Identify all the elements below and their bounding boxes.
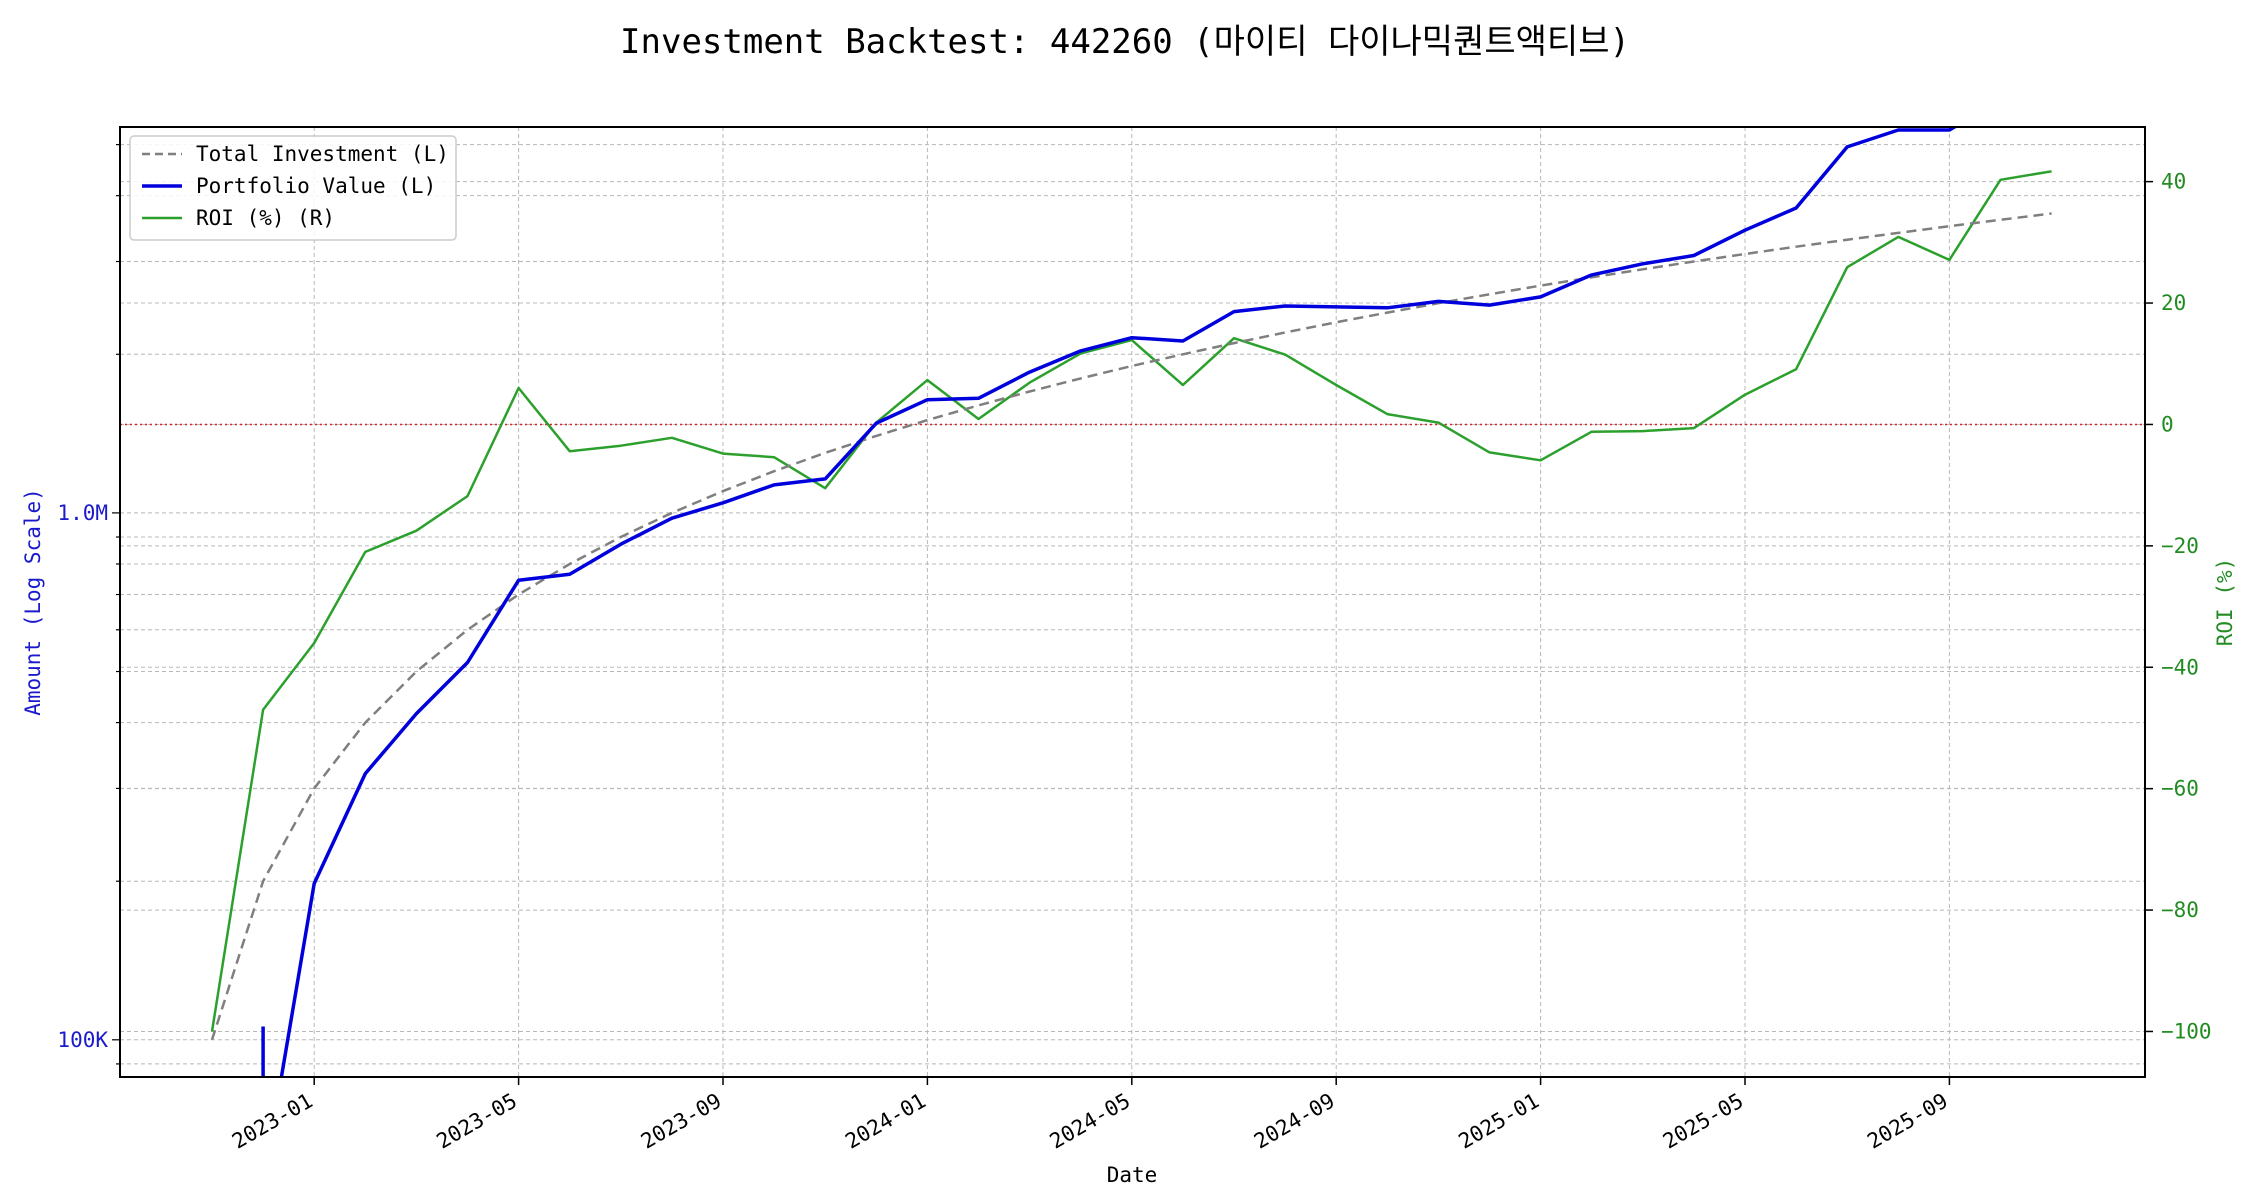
y-right-tick-label: 20 (2161, 291, 2186, 315)
legend-label-roi: ROI (%) (R) (196, 206, 335, 230)
grid (120, 127, 2145, 1077)
x-tick-label: 2023-09 (637, 1089, 726, 1154)
axes: 2023-01 2023-05 2023-09 2024-01 2024-05 2024-… (57, 144, 2212, 1154)
legend: Total Investment (L) Portfolio Value (L)… (129, 135, 457, 241)
y-right-tick-label: 0 (2161, 412, 2174, 436)
y-right-tick-label: −40 (2161, 655, 2199, 679)
x-tick-label: 2024-09 (1250, 1089, 1339, 1154)
x-axis-label: Date (1107, 1163, 1158, 1187)
x-tick-label: 2025-09 (1863, 1089, 1952, 1154)
y-left-tick-label: 100K (57, 1028, 108, 1052)
plot-frame (119, 126, 2146, 1078)
y-axis-left-label: Amount (Log Scale) (21, 488, 45, 716)
x-tick-label: 2024-05 (1046, 1089, 1135, 1154)
y-right-tick-label: 40 (2161, 170, 2186, 194)
series-line-1 (261, 128, 1957, 1076)
y-right-tick-label: −60 (2161, 777, 2199, 801)
legend-label-portfolio-value: Portfolio Value (L) (196, 174, 436, 198)
x-tick-label: 2023-05 (432, 1089, 521, 1154)
x-tick-label: 2023-01 (228, 1089, 317, 1154)
chart-title: Investment Backtest: 442260 (마이티 다이나믹퀀트액… (620, 22, 1630, 62)
y-right-tick-label: −80 (2161, 898, 2199, 922)
y-left-tick-label: 1.0M (57, 501, 108, 525)
y-right-tick-label: −100 (2161, 1019, 2212, 1043)
x-tick-label: 2025-01 (1454, 1089, 1543, 1154)
y-right-tick-label: −20 (2161, 534, 2199, 558)
series-line-2 (210, 170, 2052, 1032)
x-tick-label: 2024-01 (841, 1089, 930, 1154)
x-tick-label: 2025-05 (1659, 1089, 1748, 1154)
series-layer (121, 128, 2144, 1076)
y-axis-right-label: ROI (%) (2213, 558, 2237, 647)
legend-box (129, 135, 457, 241)
legend-label-total-investment: Total Investment (L) (196, 142, 449, 166)
